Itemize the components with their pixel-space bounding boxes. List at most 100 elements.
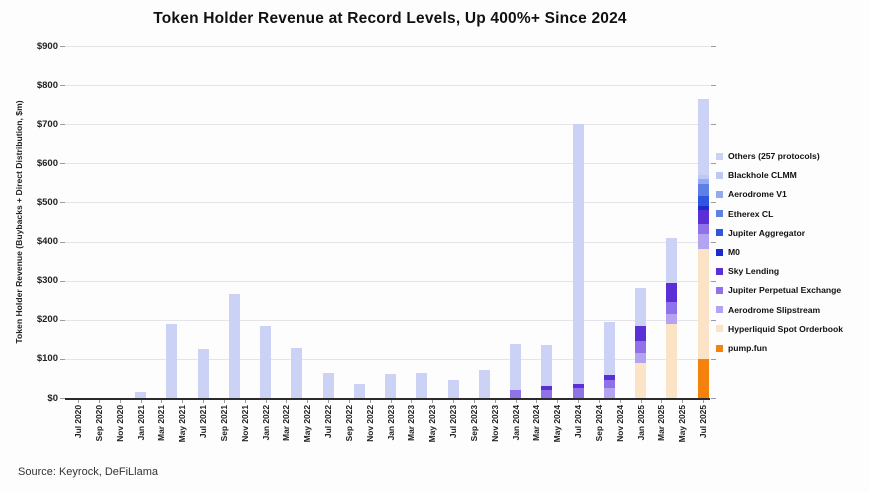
x-tick-mark xyxy=(119,400,121,403)
bar-segment xyxy=(697,210,709,224)
x-tick-mark xyxy=(536,400,538,403)
x-tick-label: Jan 2021 xyxy=(135,405,146,441)
x-tick-label: Jul 2022 xyxy=(323,405,333,439)
x-tick-label: Nov 2022 xyxy=(364,405,375,442)
bar-segment xyxy=(697,98,709,176)
y-tick-mark xyxy=(711,46,716,47)
x-tick-label: Mar 2021 xyxy=(156,405,167,441)
x-tick-mark xyxy=(682,400,684,403)
x-tick-mark xyxy=(390,400,392,403)
bar-segment xyxy=(697,195,709,206)
legend-label: M0 xyxy=(728,247,740,257)
x-tick-label: May 2022 xyxy=(302,405,313,443)
bar-segment xyxy=(697,249,709,359)
bar-segment xyxy=(385,373,396,398)
y-tick-label: $600 xyxy=(36,157,58,169)
x-tick-label: Jan 2024 xyxy=(510,405,521,441)
y-tick-mark xyxy=(711,163,716,165)
bar-segment xyxy=(166,323,178,398)
bar-segment xyxy=(635,341,646,353)
x-tick-mark xyxy=(369,400,371,403)
x-tick-mark xyxy=(203,400,204,403)
x-tick-label: Sep 2023 xyxy=(468,405,479,442)
y-tick-mark xyxy=(711,280,716,282)
y-tick-label: $900 xyxy=(36,40,58,52)
y-tick-mark xyxy=(711,124,716,126)
x-tick-label: Nov 2021 xyxy=(239,405,250,442)
x-tick-mark xyxy=(328,400,329,403)
x-tick-mark xyxy=(640,400,642,403)
bar-segment xyxy=(510,390,521,398)
y-tick-mark xyxy=(711,358,716,360)
y-tick-label: $400 xyxy=(36,236,58,248)
legend-label: Aerodrome V1 xyxy=(728,189,787,200)
x-tick-mark xyxy=(140,400,142,403)
x-tick-label: Mar 2025 xyxy=(656,405,667,441)
x-tick-mark xyxy=(515,400,517,403)
bar-segment xyxy=(603,380,615,389)
gridline xyxy=(65,85,710,87)
bar-segment xyxy=(697,205,709,211)
legend-item: Hyperliquid Spot Orderbook xyxy=(716,323,843,335)
bar-segment xyxy=(697,233,709,250)
y-tick-mark xyxy=(711,241,716,243)
bar-segment xyxy=(541,386,553,391)
x-tick-mark xyxy=(348,400,350,403)
bar-segment xyxy=(603,321,615,375)
bar-segment xyxy=(635,288,646,326)
x-tick-label: May 2024 xyxy=(552,405,563,443)
x-tick-mark xyxy=(432,400,434,403)
y-tick-mark xyxy=(60,85,65,87)
bar-segment xyxy=(510,344,521,391)
x-tick-mark xyxy=(494,400,496,403)
bar-segment xyxy=(135,392,146,398)
y-tick-mark xyxy=(60,163,65,165)
bar-segment xyxy=(635,325,646,342)
x-tick-label: Nov 2023 xyxy=(489,405,500,442)
bar-segment xyxy=(572,124,584,385)
x-tick-label: Mar 2023 xyxy=(406,405,417,441)
bar-segment xyxy=(697,175,709,180)
y-tick-mark xyxy=(60,124,65,126)
bar-segment xyxy=(635,353,646,363)
x-tick-mark xyxy=(98,400,100,403)
x-tick-label: Jul 2024 xyxy=(573,405,583,439)
y-tick-mark xyxy=(60,46,65,47)
gridline xyxy=(65,46,710,47)
x-tick-label: Jul 2025 xyxy=(698,405,708,439)
bar-segment xyxy=(697,184,709,196)
y-tick-mark xyxy=(711,398,716,399)
bar-segment xyxy=(322,372,334,398)
x-tick-label: Sep 2020 xyxy=(93,405,104,442)
bar-segment xyxy=(478,369,490,398)
legend-label: pump.fun xyxy=(728,343,768,353)
x-tick-label: Sep 2022 xyxy=(343,405,354,442)
bar-segment xyxy=(572,388,584,398)
x-tick-mark xyxy=(286,400,288,403)
x-tick-label: May 2021 xyxy=(177,405,188,443)
bar-segment xyxy=(666,282,678,303)
bar-segment xyxy=(572,384,584,389)
x-tick-mark xyxy=(619,400,621,403)
bar-segment xyxy=(228,294,240,398)
bar-segment xyxy=(697,358,709,398)
x-tick-label: Mar 2024 xyxy=(531,405,542,441)
legend-swatch-icon xyxy=(716,210,723,218)
bar-segment xyxy=(666,302,678,314)
bar-segment xyxy=(697,223,709,234)
bar-segment xyxy=(666,323,678,398)
legend-item: Jupiter Perpetual Exchange xyxy=(716,284,841,296)
gridline xyxy=(65,124,710,126)
legend-swatch-icon xyxy=(716,171,723,179)
y-tick-mark xyxy=(711,319,716,321)
bar-segment xyxy=(603,374,615,381)
y-tick-mark xyxy=(60,398,65,399)
legend-label: Blackhole CLMM xyxy=(728,170,797,181)
x-tick-mark xyxy=(557,400,559,403)
x-tick-label: Jul 2021 xyxy=(198,405,208,439)
legend-swatch-icon xyxy=(716,344,723,352)
legend-item: Etherex CL xyxy=(716,208,773,220)
legend-swatch-icon xyxy=(716,325,723,333)
gridline xyxy=(65,241,710,243)
x-tick-label: Jul 2020 xyxy=(73,405,83,439)
